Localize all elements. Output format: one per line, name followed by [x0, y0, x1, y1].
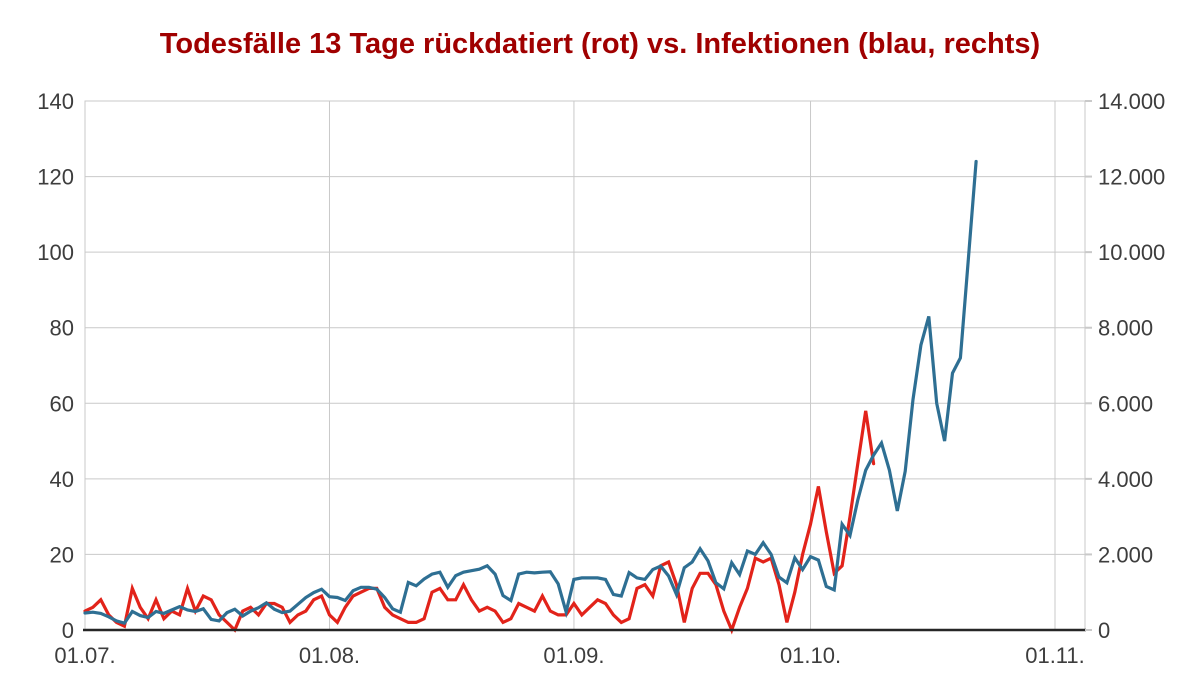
y-left-tick-label: 140	[37, 89, 74, 114]
y-right-tick-label: 8.000	[1098, 316, 1153, 341]
y-left-tick-label: 120	[37, 165, 74, 190]
y-right-tick-label: 14.000	[1098, 89, 1165, 114]
y-left-tick-label: 0	[62, 618, 74, 643]
y-right-tick-label: 10.000	[1098, 240, 1165, 265]
x-tick-label: 01.11.	[1025, 643, 1085, 668]
x-tick-label: 01.07.	[54, 643, 115, 668]
y-right-tick-label: 12.000	[1098, 165, 1165, 190]
deaths-line	[83, 410, 876, 635]
plot-border	[84, 100, 1086, 631]
y-right-tick-label: 6.000	[1098, 391, 1153, 416]
x-tick-label: 01.09.	[543, 643, 604, 668]
x-tick-label: 01.10.	[780, 643, 841, 668]
y-right-tick-label: 0	[1098, 618, 1110, 643]
chart-title: Todesfälle 13 Tage rückdatiert (rot) vs.…	[159, 28, 1041, 60]
y-right-tick-label: 4.000	[1098, 467, 1153, 492]
y-left-tick-label: 40	[50, 467, 74, 492]
y-left-tick-label: 80	[50, 316, 74, 341]
y-right-tick-label: 2.000	[1098, 542, 1153, 567]
y-left-tick-label: 20	[50, 542, 74, 567]
y-left-tick-label: 60	[50, 391, 74, 416]
y-left-tick-label: 100	[37, 240, 74, 265]
x-tick-label: 01.08.	[299, 643, 360, 668]
infections-line	[83, 159, 978, 626]
